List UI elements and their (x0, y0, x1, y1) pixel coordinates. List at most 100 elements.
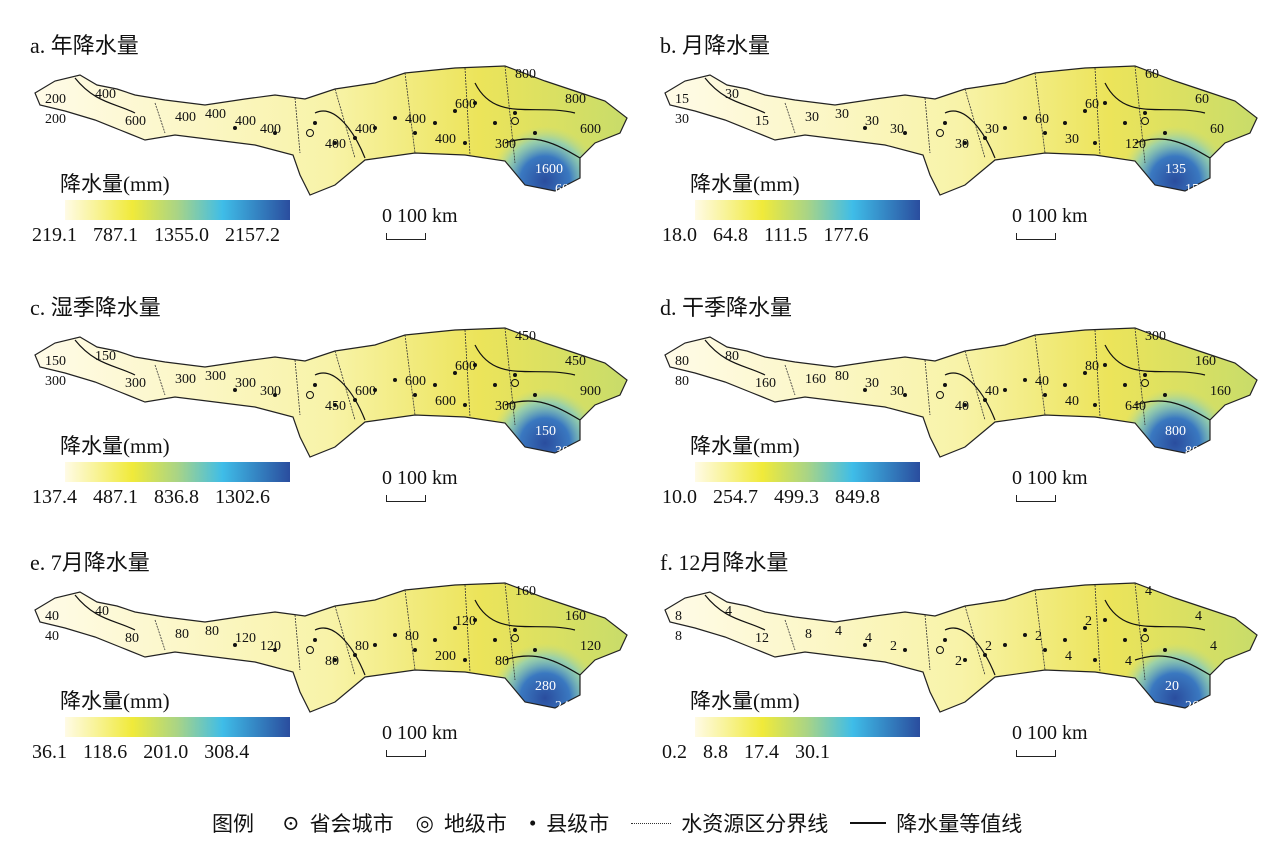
scale-bar (386, 495, 426, 502)
contour-label: 60 (1145, 67, 1159, 82)
contour-label: 80 (495, 654, 509, 669)
contour-label: 80 (325, 654, 339, 669)
contour-label: 12 (755, 631, 769, 646)
scale-zero: 0 (382, 205, 392, 227)
contour-label: 2 (985, 639, 992, 654)
boundary-lines (154, 327, 516, 426)
contour-label: 40 (1035, 374, 1049, 389)
contour-label: 80 (835, 369, 849, 384)
contour-label: 30 (835, 107, 849, 122)
prefecture-city-marker (1141, 117, 1149, 125)
contour-label: 30 (675, 112, 689, 127)
county-city-dot (1123, 383, 1127, 387)
contour-label: 300 (235, 376, 256, 391)
county-city-dot (1143, 628, 1147, 632)
scale-distance: 100 km (397, 467, 458, 489)
colorbar-tick: 137.4 (32, 486, 77, 508)
colorbar-tick: 1355.0 (154, 224, 209, 246)
prefecture-city-marker (306, 391, 314, 399)
county-city-dot (353, 136, 357, 140)
county-city-dot (273, 131, 277, 135)
region-outline (664, 65, 1258, 196)
county-city-dot (1003, 643, 1007, 647)
contour-label: 30 (805, 110, 819, 125)
contour-label: 8 (805, 627, 812, 642)
contour-label: 30 (985, 122, 999, 137)
colorbar-tick: 17.4 (744, 741, 779, 763)
scale-zero: 0 (382, 722, 392, 744)
county-city-dot (453, 109, 457, 113)
scale-distance: 100 km (1027, 722, 1088, 744)
contour-label: 800 (565, 92, 586, 107)
contour-label: 400 (325, 137, 346, 152)
colorbar-title: 降水量(mm) (690, 689, 800, 713)
prefecture-city-marker (306, 129, 314, 137)
contour-label: 450 (515, 329, 536, 344)
contour-label: 60 (1085, 97, 1099, 112)
contour-label: 8 (675, 609, 682, 624)
county-city-dot (373, 126, 377, 130)
contour-label: 450 (565, 354, 586, 369)
contour-label: 120 (1125, 137, 1146, 152)
contour-label: 40 (985, 384, 999, 399)
county-city-dot (233, 388, 237, 392)
county-city-dot (963, 403, 967, 407)
contour-label: 80 (205, 624, 219, 639)
prefecture-city-marker (1141, 634, 1149, 642)
contour-label: 400 (175, 110, 196, 125)
prefecture-city-marker (936, 129, 944, 137)
scale-label: 0 100 km (1012, 722, 1088, 745)
prefecture-city-marker (936, 391, 944, 399)
boundary-lines (154, 582, 516, 681)
contour-label: 600 (455, 359, 476, 374)
contour-label: 30 (955, 137, 969, 152)
contour-label: 15 (675, 92, 689, 107)
contour-label: 120 (580, 639, 601, 654)
contour-label: 160 (515, 584, 536, 599)
county-city-dot (983, 653, 987, 657)
contour-label: 30 (890, 122, 904, 137)
contour-label: 240 (555, 699, 576, 714)
colorbar-tick: 308.4 (204, 741, 250, 763)
contour-label: 80 (1185, 444, 1199, 459)
colorbar-title: 降水量(mm) (690, 172, 800, 196)
county-city-dot (373, 643, 377, 647)
contour-label: 160 (565, 609, 586, 624)
contour-label: 40 (45, 609, 59, 624)
colorbar-tick: 36.1 (32, 741, 67, 763)
contour-label: 300 (555, 444, 576, 459)
county-city-dot (1083, 109, 1087, 113)
contour-label: 600 (435, 394, 456, 409)
scale-distance: 100 km (397, 722, 458, 744)
scale-bar (1016, 233, 1056, 240)
county-city-dot (1063, 638, 1067, 642)
contour-label: 300 (205, 369, 226, 384)
contour-label: 400 (95, 87, 116, 102)
boundary-line-icon (631, 822, 672, 824)
contour-label: 640 (1125, 399, 1146, 414)
scale-zero: 0 (1012, 205, 1022, 227)
county-city-dot (1043, 393, 1047, 397)
isolines (74, 594, 581, 676)
contour-label: 200 (45, 92, 66, 107)
contour-label: 80 (405, 629, 419, 644)
contour-label: 120 (260, 639, 281, 654)
scale-distance: 100 km (1027, 205, 1088, 227)
county-city-dot (1063, 383, 1067, 387)
county-city-dot (1023, 116, 1027, 120)
county-city-dot (1083, 371, 1087, 375)
contour-label: 900 (580, 384, 601, 399)
county-city-dot (473, 618, 477, 622)
county-city-dot (413, 648, 417, 652)
panel-title: d. 干季降水量 (660, 295, 793, 320)
contour-label: 400 (405, 112, 426, 127)
county-city-dot (373, 388, 377, 392)
isolines (704, 77, 1211, 159)
county-city-dot (313, 638, 317, 642)
contour-label: 280 (535, 679, 556, 694)
county-city-dot (433, 121, 437, 125)
colorbar-title: 降水量(mm) (60, 434, 170, 458)
county-city-dot (1103, 101, 1107, 105)
colorbar-tick: 30.1 (795, 741, 830, 763)
scale-zero: 0 (382, 467, 392, 489)
